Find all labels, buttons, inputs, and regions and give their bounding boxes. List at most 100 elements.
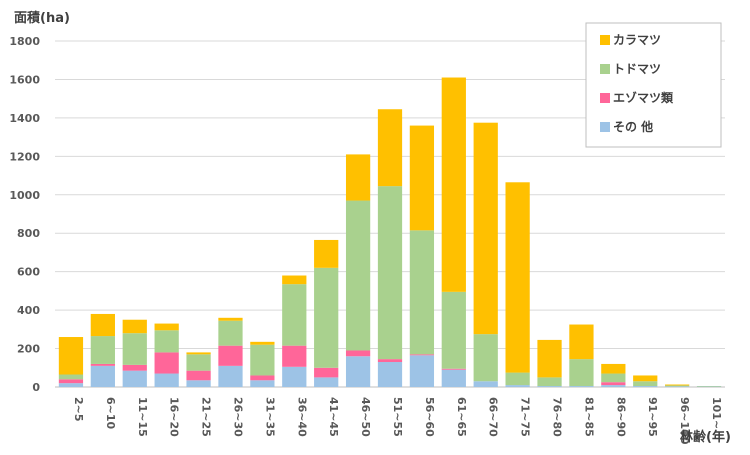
y-tick-label: 1200 (9, 150, 40, 163)
x-tick-label: 86~90 (614, 397, 627, 437)
bar-segment (122, 319, 147, 334)
x-tick-label: 61~65 (455, 397, 468, 437)
x-tick-label: 16~20 (168, 397, 181, 437)
bar-segment (122, 370, 147, 387)
bar-segment (473, 381, 498, 387)
bar-segment (696, 386, 722, 387)
bar-segment (58, 379, 84, 384)
y-tick-label: 800 (17, 227, 40, 240)
bar-segment (154, 373, 179, 387)
bar-segment (665, 386, 690, 387)
x-tick-label: 41~45 (327, 397, 340, 437)
y-tick-label: 200 (17, 343, 40, 356)
bar-segment (441, 77, 466, 292)
bar-segment (505, 182, 530, 373)
y-tick-label: 0 (32, 381, 40, 394)
y-tick-label: 400 (17, 304, 40, 317)
bar-segment (601, 363, 626, 374)
bar-segment (90, 365, 115, 387)
bar-segment (58, 383, 84, 387)
bar-segment (409, 125, 435, 231)
x-tick-label: 36~40 (295, 397, 308, 437)
bar-segment (601, 385, 626, 387)
legend-swatch (600, 122, 610, 132)
bar-segment (377, 362, 403, 387)
bar-segment (377, 359, 403, 363)
bar-segment (409, 354, 435, 356)
bar-segment (601, 373, 626, 383)
bar-segment (345, 154, 371, 201)
y-tick-label: 1800 (9, 35, 40, 48)
x-axis-ticks: 2~5 6~10 11~15 16~20 21~25 26~30 31~35 36~40 41~… (72, 397, 723, 445)
bars (58, 77, 722, 387)
bar-segment (90, 336, 115, 364)
x-tick-label: 91~95 (646, 397, 659, 437)
bar-segment (218, 365, 243, 387)
bar-segment (154, 323, 179, 331)
bar-segment (633, 386, 658, 387)
bar-segment (569, 359, 594, 387)
bar-segment (282, 284, 307, 346)
legend-swatch (600, 93, 610, 103)
y-axis-title: 面積(ha) (14, 10, 70, 26)
bar-segment (282, 275, 307, 285)
legend-label: エゾマツ類 (613, 90, 674, 105)
x-tick-label: 46~50 (359, 397, 372, 437)
bar-segment (58, 374, 84, 380)
bar-segment (282, 366, 307, 387)
bar-segment (282, 345, 307, 367)
x-tick-label: 56~60 (423, 397, 436, 437)
x-tick-label: 2~5 (72, 397, 85, 422)
bar-segment (441, 369, 466, 387)
bar-segment (601, 382, 626, 386)
legend-swatch (600, 35, 610, 45)
y-tick-label: 1400 (9, 112, 40, 125)
bar-segment (90, 313, 115, 337)
bar-segment (122, 333, 147, 365)
x-tick-label: 11~15 (136, 397, 149, 437)
x-tick-label: 26~30 (231, 397, 244, 437)
bar-segment (441, 291, 466, 369)
bar-segment (345, 200, 371, 351)
bar-segment (90, 363, 115, 366)
legend-label: トドマツ (613, 62, 661, 76)
bar-segment (409, 230, 435, 355)
bar-segment (569, 386, 594, 387)
bar-segment (505, 372, 530, 386)
bar-segment (186, 354, 211, 371)
bar-segment (537, 377, 562, 387)
y-tick-label: 1600 (9, 73, 40, 86)
bar-segment (473, 334, 498, 382)
bar-segment (250, 380, 275, 387)
bar-segment (314, 267, 339, 368)
bar-segment (314, 367, 339, 378)
bar-segment (186, 370, 211, 381)
bar-segment (345, 356, 371, 387)
bar-segment (218, 345, 243, 366)
bar-segment (218, 317, 243, 321)
x-tick-label: 21~25 (200, 397, 213, 437)
x-tick-label: 51~55 (391, 397, 404, 437)
bar-segment (377, 186, 403, 360)
bar-segment (665, 385, 690, 387)
bar-segment (218, 320, 243, 346)
x-tick-label: 81~85 (582, 397, 595, 437)
bar-segment (345, 350, 371, 357)
y-axis-ticks: 0 200 400 600 800 1000 1200 1400 1600 1800 (9, 35, 40, 394)
y-tick-label: 600 (17, 266, 40, 279)
legend-swatch (600, 64, 610, 74)
x-tick-label: 101~ (710, 397, 723, 429)
x-tick-label: 71~75 (519, 397, 532, 437)
legend-label: その 他 (613, 119, 653, 134)
bar-segment (537, 339, 562, 378)
bar-segment (314, 377, 339, 387)
bar-segment (154, 352, 179, 374)
bar-segment (569, 324, 594, 360)
bar-segment (665, 384, 690, 386)
bar-segment (186, 380, 211, 387)
x-tick-label: 76~80 (551, 397, 564, 437)
x-tick-label: 6~10 (104, 397, 117, 430)
bar-segment (633, 381, 658, 387)
